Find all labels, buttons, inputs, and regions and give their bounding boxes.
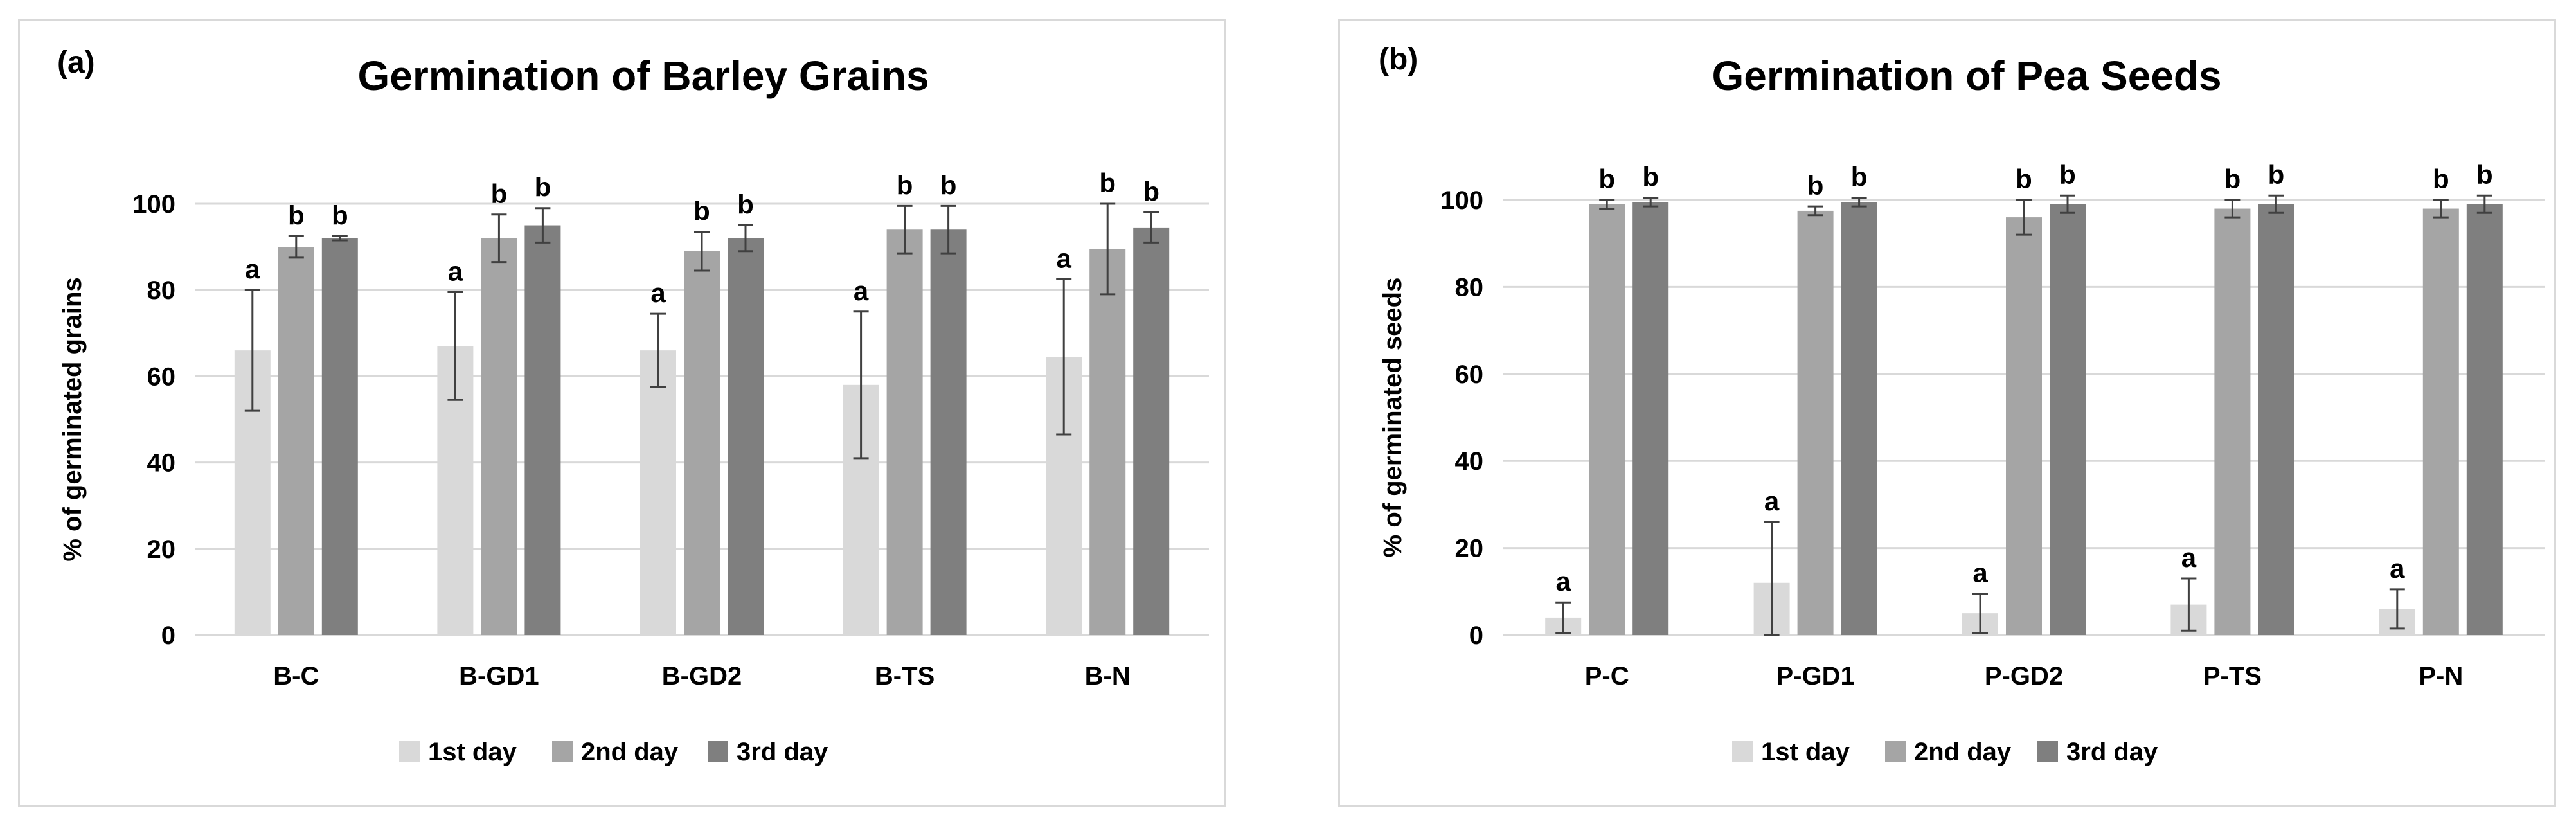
x-tick-label: P-C [1585, 662, 1629, 690]
significance-label: a [2390, 553, 2405, 584]
significance-label: b [2224, 164, 2241, 194]
y-tick-label: 0 [1469, 622, 1483, 650]
bar-p-n-3 [2466, 204, 2503, 635]
chart-pea: (b) Germination of Pea Seeds 0 20 40 60 80 100%… [1379, 42, 2545, 766]
bar-p-gd2-3 [2050, 204, 2086, 635]
x-tick-label: B-GD2 [662, 662, 742, 690]
legend-swatch-2 [552, 741, 573, 762]
significance-label: b [332, 200, 348, 230]
y-tick-label: 80 [1455, 273, 1484, 301]
bar-b-n-2 [1089, 249, 1126, 636]
bar-b-c-3 [321, 238, 358, 635]
panel-label: (b) [1379, 42, 1418, 76]
significance-label: b [2433, 164, 2449, 194]
significance-label: b [1807, 170, 1824, 201]
bar-b-ts-3 [930, 229, 967, 635]
significance-label: a [1764, 486, 1780, 516]
y-tick-label: 60 [147, 363, 176, 391]
significance-label: b [2268, 159, 2285, 190]
y-tick-label: 80 [147, 276, 176, 305]
bar-p-ts-3 [2258, 204, 2294, 635]
legend-swatch-2 [1885, 741, 1906, 762]
significance-label: a [448, 256, 463, 287]
significance-label: a [2181, 542, 2197, 573]
bar-b-gd1-3 [524, 225, 561, 635]
legend-label: 2nd day [1914, 738, 2012, 766]
chart-panel-pea: (b) Germination of Pea Seeds 0 20 40 60 80 100%… [1338, 19, 2556, 807]
y-tick-label: 40 [147, 449, 176, 478]
legend-label: 2nd day [581, 738, 679, 766]
significance-label: b [1598, 164, 1615, 194]
bar-p-gd2-2 [2006, 217, 2042, 636]
bar-b-ts-2 [886, 229, 923, 635]
significance-label: b [288, 200, 305, 230]
bar-p-n-2 [2422, 208, 2459, 635]
x-tick-label: B-C [273, 662, 319, 690]
legend-swatch-1 [399, 741, 420, 762]
significance-label: a [1972, 558, 1988, 588]
significance-label: b [1143, 176, 1159, 206]
x-tick-label: B-N [1085, 662, 1131, 690]
bar-p-gd1-2 [1797, 210, 1834, 635]
significance-label: b [2476, 159, 2493, 190]
significance-label: b [940, 170, 957, 200]
y-tick-label: 20 [147, 535, 176, 564]
y-tick-label: 0 [161, 622, 175, 650]
significance-label: a [1057, 243, 1072, 273]
y-tick-label: 20 [1455, 535, 1484, 563]
significance-label: b [535, 172, 551, 202]
bar-p-c-3 [1632, 202, 1669, 635]
x-tick-label: P-TS [2203, 662, 2262, 690]
legend-swatch-3 [2037, 741, 2058, 762]
bar-b-gd1-2 [481, 238, 517, 635]
chart-title: Germination of Barley Grains [357, 53, 929, 99]
bar-b-n-3 [1133, 227, 1170, 635]
bar-p-ts-2 [2214, 208, 2251, 635]
x-tick-label: B-GD1 [459, 662, 539, 690]
significance-label: b [897, 170, 913, 200]
legend-swatch-3 [708, 741, 728, 762]
bar-b-c-2 [278, 247, 314, 636]
significance-label: b [693, 196, 710, 226]
significance-label: b [1642, 162, 1659, 192]
x-tick-label: P-N [2419, 662, 2463, 690]
y-axis-label: % of germinated seeds [1379, 278, 1407, 558]
y-tick-label: 100 [132, 190, 175, 219]
chart-panel-barley: (a) Germination of Barley Grains 0 20 40 60 80… [18, 19, 1226, 807]
significance-label: b [1851, 162, 1868, 192]
significance-label: b [2059, 159, 2076, 190]
legend-label: 1st day [1761, 738, 1850, 766]
bar-p-gd1-3 [1841, 202, 1877, 635]
significance-label: b [737, 190, 754, 220]
legend-swatch-1 [1732, 741, 1753, 762]
bar-p-c-2 [1589, 204, 1625, 635]
significance-label: b [491, 179, 508, 209]
significance-label: b [1099, 168, 1116, 198]
legend-label: 1st day [428, 738, 517, 766]
bar-b-gd2-2 [684, 251, 720, 635]
significance-label: a [1556, 566, 1571, 596]
chart-title: Germination of Pea Seeds [1712, 53, 2221, 99]
x-tick-label: P-GD2 [1985, 662, 2063, 690]
y-tick-label: 100 [1440, 186, 1483, 215]
legend-label: 3rd day [2066, 738, 2158, 766]
panel-label: (a) [57, 46, 95, 80]
significance-label: b [2016, 164, 2032, 194]
x-tick-label: P-GD1 [1776, 662, 1854, 690]
significance-label: a [245, 254, 260, 284]
bar-b-gd2-1 [640, 350, 676, 635]
y-axis-label: % of germinated grains [58, 277, 87, 561]
significance-label: a [854, 276, 869, 306]
x-tick-label: B-TS [875, 662, 935, 690]
significance-label: a [650, 278, 666, 308]
y-tick-label: 40 [1455, 447, 1484, 476]
chart-barley: (a) Germination of Barley Grains 0 20 40 60 80… [57, 46, 1209, 766]
y-tick-label: 60 [1455, 361, 1484, 389]
legend-label: 3rd day [737, 738, 828, 766]
bar-b-gd2-3 [728, 238, 764, 635]
